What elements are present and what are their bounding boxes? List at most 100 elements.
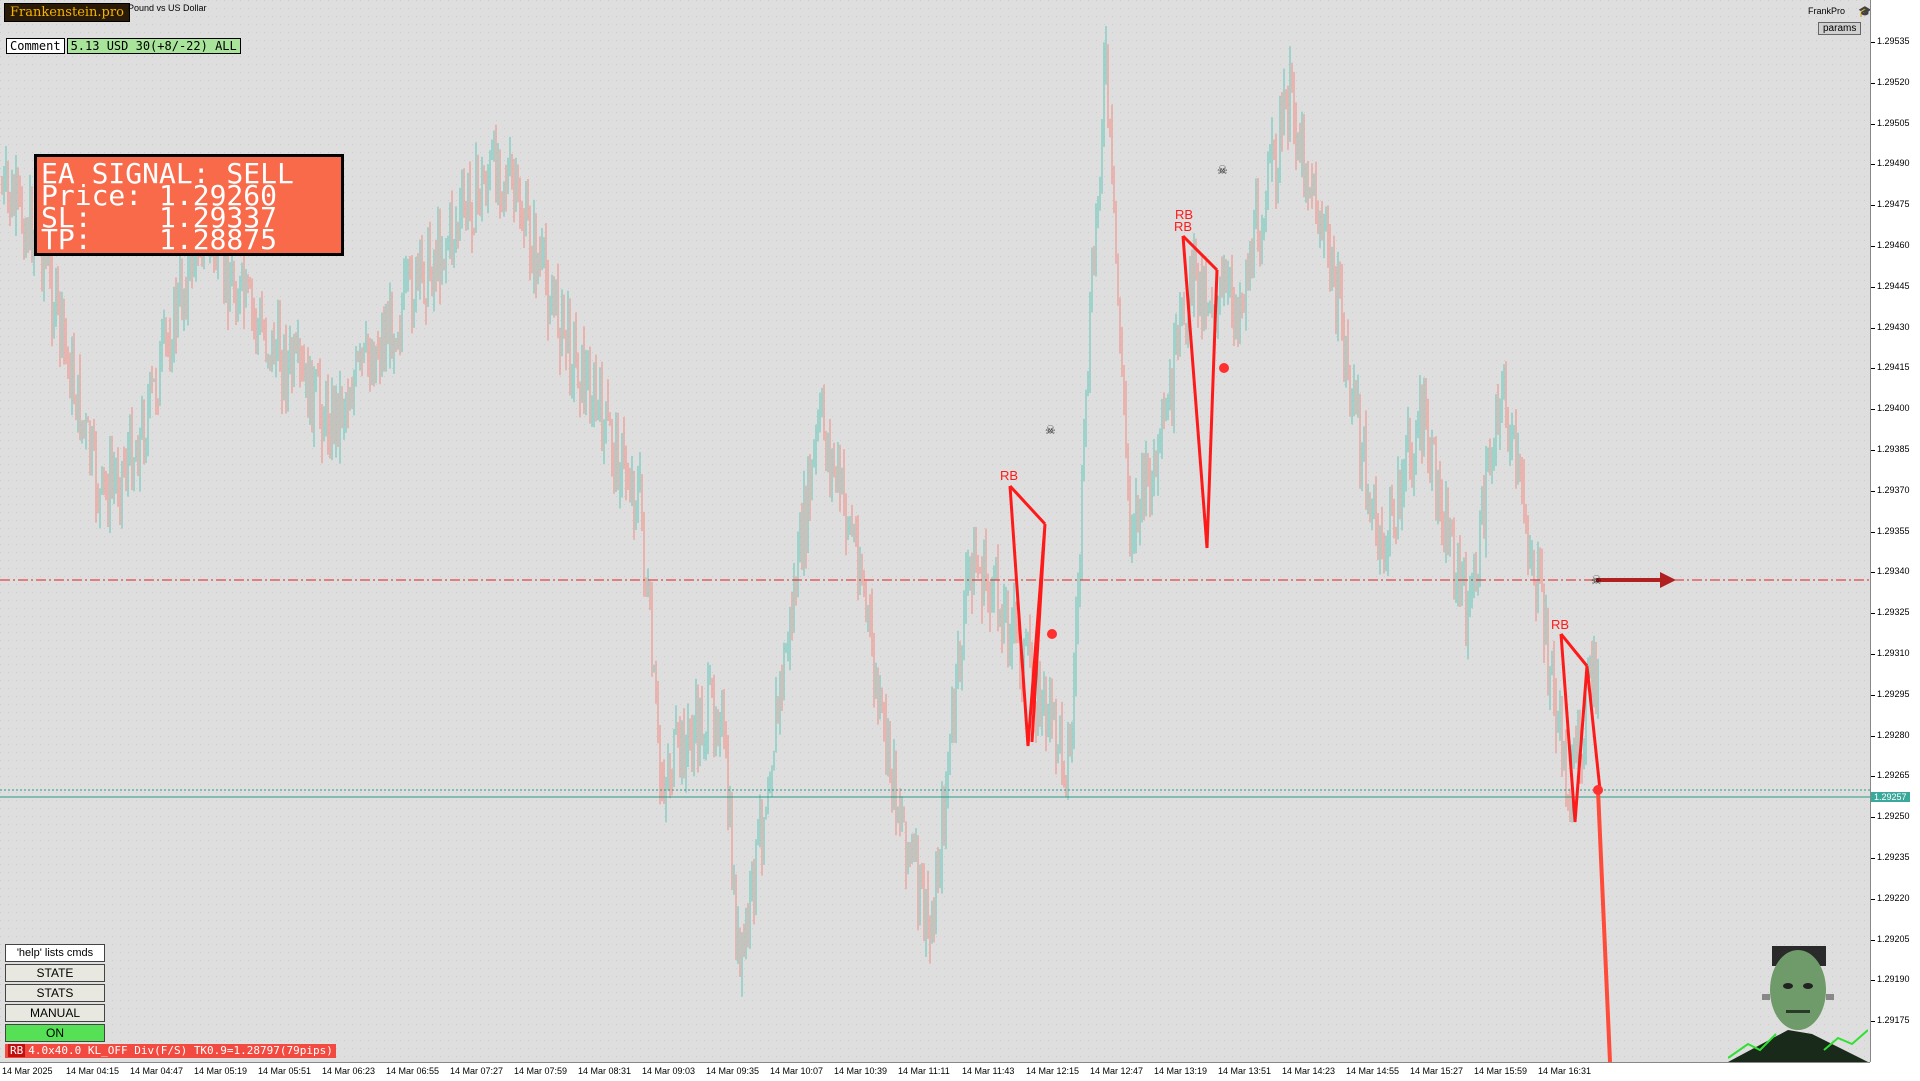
time-tick-label: 14 Mar 10:39	[834, 1066, 888, 1076]
rb-label-2b: RB	[1174, 219, 1192, 234]
sell-arrow-head	[1660, 572, 1676, 588]
time-tick-label: 14 Mar 16:31	[1538, 1066, 1592, 1076]
price-tick-mark	[1871, 654, 1875, 655]
skull-icon: ☠	[1217, 163, 1228, 177]
help-button[interactable]: 'help' lists cmds	[5, 944, 105, 962]
params-button[interactable]: params	[1818, 22, 1862, 35]
price-tick-label: 1.29475	[1877, 199, 1910, 210]
rb-label-3: RB	[1551, 617, 1569, 632]
time-tick-label: 14 Mar 07:59	[514, 1066, 568, 1076]
price-tick-mark	[1871, 123, 1875, 125]
on-toggle-button[interactable]: ON	[5, 1024, 105, 1042]
exit-marker-icon	[1219, 363, 1229, 373]
signal-tp: TP: 1.28875	[41, 223, 278, 256]
price-tick-label: 1.29235	[1877, 852, 1910, 862]
time-tick-label: 14 Mar 04:15	[66, 1066, 120, 1076]
price-tick-mark	[1871, 980, 1875, 982]
time-tick-label: 14 Mar 06:55	[386, 1066, 440, 1076]
price-tick-label: 1.29430	[1877, 321, 1910, 332]
rb-label-2: RB	[1175, 207, 1193, 222]
time-tick-label: 14 Mar 09:35	[706, 1066, 760, 1076]
symbol-title: Pound vs US Dollar	[128, 3, 207, 13]
pattern-rb-3	[1559, 633, 1602, 823]
signal-price: Price: 1.29260	[41, 179, 278, 212]
pattern-rb-2-top	[1181, 234, 1219, 272]
time-tick-label: 14 Mar 09:03	[642, 1066, 696, 1076]
price-tick-label: 1.29460	[1877, 240, 1910, 250]
brand-label: FrankPro	[1808, 6, 1846, 16]
time-tick-label: 14 Mar 06:23	[322, 1066, 376, 1076]
pattern-rb-2	[1181, 235, 1219, 549]
skull-icon: ☠	[1591, 573, 1602, 587]
time-tick-label: 14 Mar 10:07	[770, 1066, 824, 1076]
price-tick-mark	[1871, 735, 1875, 737]
status-text: 4.0x40.0 KL_OFF Div(F/S) TK0.9=1.28797(7…	[28, 1044, 333, 1057]
price-tick-mark	[1871, 490, 1875, 492]
price-tick-mark	[1871, 898, 1875, 900]
price-tick-mark	[1871, 694, 1875, 696]
status-tag: RB	[8, 1044, 26, 1057]
time-tick-label: 14 Mar 04:47	[130, 1066, 184, 1076]
price-tick-label: 1.29340	[1877, 566, 1910, 577]
time-tick-label: 14 Mar 08:31	[578, 1066, 632, 1076]
exit-marker-icon	[1593, 785, 1603, 795]
pattern-rb-1-top	[1008, 484, 1047, 526]
time-tick-label: 14 Mar 14:55	[1346, 1066, 1400, 1076]
price-tick-mark	[1871, 1021, 1875, 1023]
price-tick-label: 1.29445	[1877, 280, 1910, 291]
price-axis[interactable]: 1.29535 1.29520 1.29505 1.29490 1.29475 1.294…	[1870, 0, 1920, 1062]
comment-label: Comment	[6, 38, 65, 54]
price-tick-mark	[1871, 82, 1875, 84]
price-tick-mark	[1871, 939, 1875, 941]
time-tick-label: 14 Mar 14:23	[1282, 1066, 1336, 1076]
price-tick-label: 1.29490	[1877, 158, 1910, 169]
price-tick-label: 1.29505	[1877, 117, 1910, 128]
price-tick-label: 1.29220	[1877, 892, 1910, 903]
price-tick-mark	[1871, 42, 1875, 43]
price-tick-label: 1.29295	[1877, 688, 1910, 699]
graduation-hat-icon[interactable]: 🎓	[1858, 6, 1872, 18]
stats-button[interactable]: STATS	[5, 984, 105, 1002]
exit-marker-icon	[1047, 629, 1057, 639]
price-tick-mark	[1871, 368, 1875, 370]
rb-label-1: RB	[1000, 468, 1018, 483]
price-tick-mark	[1871, 246, 1875, 247]
time-tick-label: 14 Mar 12:47	[1090, 1066, 1144, 1076]
time-tick-label: 14 Mar 11:11	[898, 1066, 950, 1076]
time-tick-label: 14 Mar 05:51	[258, 1066, 312, 1076]
frankenstein-avatar-icon	[1728, 946, 1868, 1062]
price-tick-mark	[1871, 817, 1875, 819]
time-tick-label: 14 Mar 11:43	[962, 1066, 1015, 1076]
price-tick-mark	[1871, 409, 1875, 411]
state-button[interactable]: STATE	[5, 964, 105, 982]
time-tick-label: 14 Mar 07:27	[450, 1066, 504, 1076]
price-tick-mark	[1871, 858, 1875, 859]
price-tick-label: 1.29520	[1877, 76, 1910, 87]
ea-signal-panel: EA SIGNAL: SELL Price: 1.29260 SL: 1.293…	[34, 154, 344, 256]
time-tick-label: 14 Mar 13:19	[1154, 1066, 1208, 1076]
price-tick-mark	[1871, 572, 1875, 574]
price-tick-label: 1.29355	[1877, 525, 1910, 536]
pattern-rb-3-top	[1559, 633, 1589, 667]
price-tick-label: 1.29310	[1877, 648, 1910, 658]
price-tick-label: 1.29190	[1877, 974, 1910, 985]
status-strip: RB 4.0x40.0 KL_OFF Div(F/S) TK0.9=1.28797…	[5, 1044, 336, 1058]
current-price-tag: 1.29257	[1871, 792, 1910, 802]
signal-title: EA SIGNAL: SELL	[41, 157, 294, 190]
time-axis[interactable]: 14 Mar 2025 14 Mar 04:15 14 Mar 04:47 14 Ma…	[0, 1062, 1870, 1081]
time-tick-label: 14 Mar 15:27	[1410, 1066, 1464, 1076]
price-tick-mark	[1871, 531, 1875, 533]
price-tick-label: 1.29400	[1877, 403, 1910, 414]
time-tick-label: 14 Mar 05:19	[194, 1066, 248, 1076]
price-tick-label: 1.29265	[1877, 770, 1910, 781]
tp-projection-line	[1596, 789, 1612, 1062]
comment-value: 5.13 USD 30(+8/-22) ALL	[66, 38, 241, 54]
price-tick-label: 1.29280	[1877, 729, 1910, 740]
time-tick-label: 14 Mar 12:15	[1026, 1066, 1080, 1076]
skull-icon: ☠	[1045, 423, 1056, 437]
price-tick-mark	[1871, 164, 1875, 166]
price-tick-label: 1.29385	[1877, 444, 1910, 454]
time-tick-label: 14 Mar 13:51	[1218, 1066, 1272, 1076]
price-tick-label: 1.29370	[1877, 484, 1910, 495]
manual-button[interactable]: MANUAL	[5, 1004, 105, 1022]
